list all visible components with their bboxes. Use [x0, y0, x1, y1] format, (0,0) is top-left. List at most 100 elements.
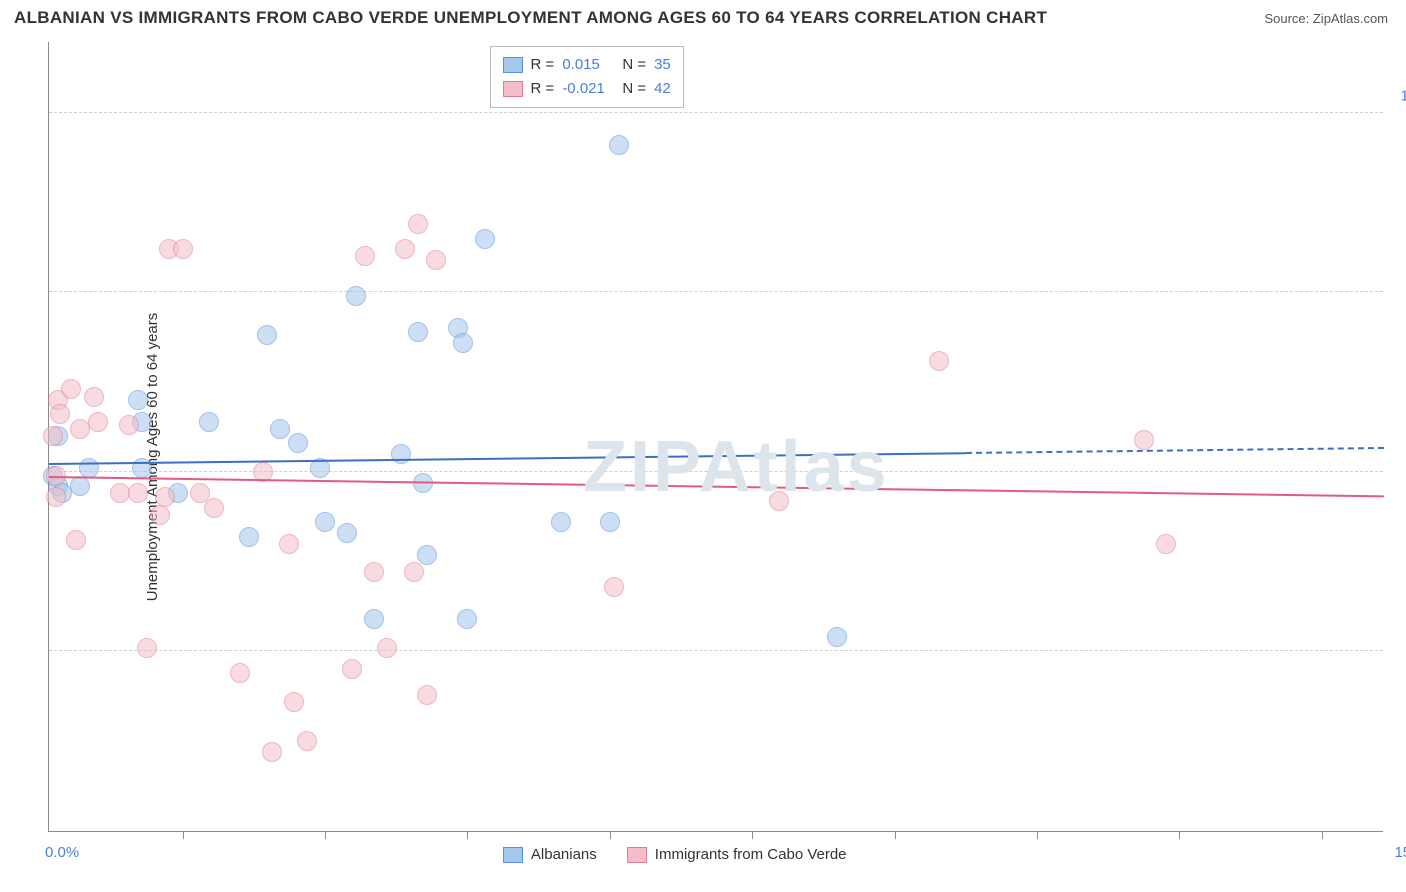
scatter-point [288, 433, 308, 453]
scatter-point [417, 685, 437, 705]
scatter-point [346, 286, 366, 306]
scatter-point [769, 491, 789, 511]
trend-line [49, 452, 966, 465]
legend-r-label: R = [531, 77, 555, 101]
legend-series-label: Immigrants from Cabo Verde [655, 846, 847, 863]
scatter-point [1156, 534, 1176, 554]
title-bar: ALBANIAN VS IMMIGRANTS FROM CABO VERDE U… [0, 0, 1406, 32]
legend-r-value: -0.021 [562, 77, 614, 101]
scatter-point [408, 322, 428, 342]
gridline [49, 291, 1383, 292]
scatter-point [404, 562, 424, 582]
legend-series: Albanians Immigrants from Cabo Verde [503, 846, 847, 863]
legend-series-label: Albanians [531, 846, 597, 863]
x-tick [1322, 831, 1323, 839]
scatter-point [199, 412, 219, 432]
scatter-point [79, 458, 99, 478]
gridline [49, 650, 1383, 651]
source-attribution: Source: ZipAtlas.com [1264, 11, 1388, 26]
scatter-point [364, 609, 384, 629]
scatter-point [391, 444, 411, 464]
x-tick [1179, 831, 1180, 839]
trend-line-dashed [966, 447, 1384, 454]
y-tick-label: 10.0% [1388, 87, 1406, 104]
scatter-point [426, 250, 446, 270]
scatter-point [150, 505, 170, 525]
scatter-point [128, 390, 148, 410]
scatter-point [204, 498, 224, 518]
legend-r-value: 0.015 [562, 53, 614, 77]
scatter-point [119, 415, 139, 435]
legend-swatch [503, 847, 523, 863]
scatter-point [408, 214, 428, 234]
scatter-point [609, 135, 629, 155]
chart-title: ALBANIAN VS IMMIGRANTS FROM CABO VERDE U… [14, 8, 1047, 28]
gridline [49, 471, 1383, 472]
scatter-point [475, 229, 495, 249]
legend-series-item: Immigrants from Cabo Verde [627, 846, 847, 863]
scatter-point [239, 527, 259, 547]
legend-n-label: N = [622, 77, 646, 101]
legend-correlation-row: R = -0.021 N = 42 [503, 77, 671, 101]
scatter-point [50, 404, 70, 424]
x-axis-min-label: 0.0% [45, 844, 79, 861]
scatter-point [88, 412, 108, 432]
scatter-point [43, 426, 63, 446]
legend-n-value: 42 [654, 77, 671, 101]
scatter-point [342, 659, 362, 679]
x-tick [752, 831, 753, 839]
x-tick [610, 831, 611, 839]
scatter-point [453, 333, 473, 353]
legend-swatch [503, 81, 523, 97]
scatter-point [377, 638, 397, 658]
scatter-point [551, 512, 571, 532]
scatter-point [173, 239, 193, 259]
legend-swatch [627, 847, 647, 863]
scatter-point [417, 545, 437, 565]
chart-container: Unemployment Among Ages 60 to 64 years Z… [0, 32, 1406, 882]
scatter-point [155, 487, 175, 507]
legend-series-item: Albanians [503, 846, 597, 863]
scatter-point [337, 523, 357, 543]
legend-correlation: R = 0.015 N = 35 R = -0.021 N = 42 [490, 46, 684, 108]
legend-n-value: 35 [654, 53, 671, 77]
gridline [49, 112, 1383, 113]
legend-n-label: N = [622, 53, 646, 77]
scatter-point [604, 577, 624, 597]
scatter-point [46, 487, 66, 507]
scatter-point [395, 239, 415, 259]
scatter-point [600, 512, 620, 532]
scatter-point [66, 530, 86, 550]
scatter-point [315, 512, 335, 532]
scatter-point [284, 692, 304, 712]
trend-line [49, 476, 1384, 497]
y-tick-label: 5.0% [1388, 446, 1406, 463]
x-tick [1037, 831, 1038, 839]
scatter-point [929, 351, 949, 371]
scatter-point [279, 534, 299, 554]
scatter-point [257, 325, 277, 345]
scatter-point [137, 638, 157, 658]
scatter-point [70, 476, 90, 496]
scatter-point [262, 742, 282, 762]
legend-r-label: R = [531, 53, 555, 77]
scatter-point [61, 379, 81, 399]
legend-swatch [503, 57, 523, 73]
scatter-point [270, 419, 290, 439]
y-tick-label: 2.5% [1388, 626, 1406, 643]
plot-area: ZIPAtlas2.5%5.0%7.5%10.0%0.0%15.0%R =0.0… [48, 42, 1383, 832]
x-tick [325, 831, 326, 839]
scatter-point [355, 246, 375, 266]
scatter-point [1134, 430, 1154, 450]
scatter-point [84, 387, 104, 407]
scatter-point [297, 731, 317, 751]
y-tick-label: 7.5% [1388, 267, 1406, 284]
scatter-point [230, 663, 250, 683]
x-tick [467, 831, 468, 839]
scatter-point [364, 562, 384, 582]
x-axis-max-label: 15.0% [1394, 844, 1406, 861]
legend-correlation-row: R = 0.015 N = 35 [503, 53, 671, 77]
x-tick [183, 831, 184, 839]
scatter-point [128, 483, 148, 503]
x-tick [895, 831, 896, 839]
